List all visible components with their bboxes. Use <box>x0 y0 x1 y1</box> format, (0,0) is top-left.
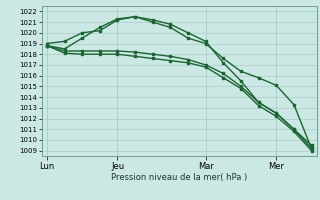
X-axis label: Pression niveau de la mer( hPa ): Pression niveau de la mer( hPa ) <box>111 173 247 182</box>
